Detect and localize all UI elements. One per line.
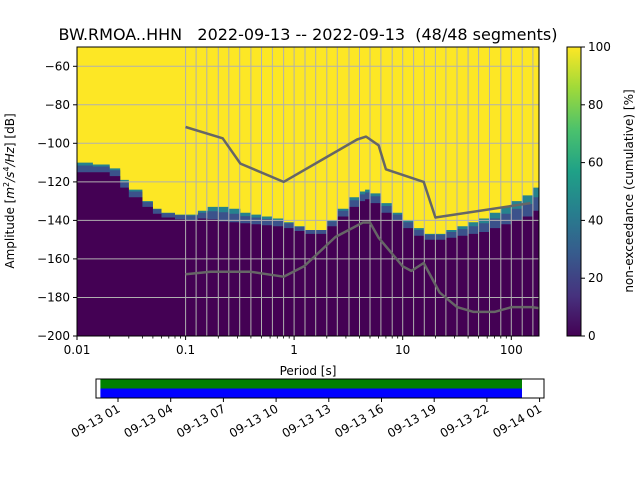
y-axis-ticks: −60 −80 −100 −120 −140 −160 −180 −200 [37, 59, 77, 343]
y-tick-label: −80 [45, 98, 70, 112]
data-coverage-bar [100, 379, 523, 389]
colorbar-tick-label: 60 [588, 156, 603, 170]
timeline-tick-label: 09-13 22 [438, 401, 492, 440]
x-tick-label: 100 [500, 343, 523, 357]
colorbar-tick-label: 100 [588, 40, 611, 54]
timeline-tick-label: 09-13 04 [121, 401, 175, 440]
colorbar-tick-label: 0 [588, 329, 596, 343]
colorbar-tick-label: 40 [588, 213, 603, 227]
y-tick-label: −120 [37, 175, 70, 189]
psd-plot-area: 0.01 0.1 1 10 100 −60 −80 −100 −120 −140 −160 −180… [2, 46, 540, 378]
timeline-tick-label: 09-13 07 [174, 401, 228, 440]
y-tick-label: −180 [37, 291, 70, 305]
y-tick-label: −100 [37, 136, 70, 150]
y-tick-label: −60 [45, 59, 70, 73]
timeline-tick-label: 09-13 16 [332, 401, 386, 440]
colorbar-ticks: 0 20 40 60 80 100 [581, 40, 611, 343]
y-tick-label: −200 [37, 329, 70, 343]
noise-model-nlnm [185, 221, 539, 314]
colorbar-tick-label: 80 [588, 98, 603, 112]
timeline-tick-label: 09-13 13 [280, 401, 334, 440]
x-tick-label: 0.01 [64, 343, 91, 357]
timeline-tick-label: 09-14 01 [490, 401, 544, 440]
colorbar-gradient [567, 47, 581, 336]
noise-model-curves [185, 125, 539, 314]
noise-model-nhnm [185, 125, 531, 219]
psd-coverage-bar [100, 388, 523, 398]
plot-frame [76, 46, 540, 337]
colorbar-tick-label: 20 [588, 271, 603, 285]
y-tick-label: −140 [37, 213, 70, 227]
x-tick-label: 10 [395, 343, 410, 357]
colorbar: 0 20 40 60 80 100 non-exceedance (cumulative)… [566, 40, 636, 343]
y-tick-label: −160 [37, 252, 70, 266]
chart-title: BW.RMOA..HHN 2022-09-13 -- 2022-09-13 (4… [59, 25, 558, 44]
y-axis-label: Amplitude [m2/s4/Hz] [dB] [2, 113, 17, 268]
timeline-frame [95, 378, 545, 399]
x-axis-ticks: 0.01 0.1 1 10 100 [64, 336, 523, 357]
heatmap-lower-purple [77, 172, 539, 336]
colorbar-frame [566, 46, 582, 337]
period-gridlines [185, 47, 534, 336]
x-tick-label: 0.1 [176, 343, 195, 357]
colorbar-label: non-exceedance (cumulative) [%] [622, 89, 636, 292]
x-axis-label: Period [s] [280, 364, 337, 378]
timeline-tick-label: 09-13 01 [69, 401, 123, 440]
timeline-tick-label: 09-13 10 [227, 401, 281, 440]
timeline-tick-label: 09-13 19 [385, 401, 439, 440]
amplitude-gridlines [77, 65, 539, 336]
x-tick-label: 1 [290, 343, 298, 357]
